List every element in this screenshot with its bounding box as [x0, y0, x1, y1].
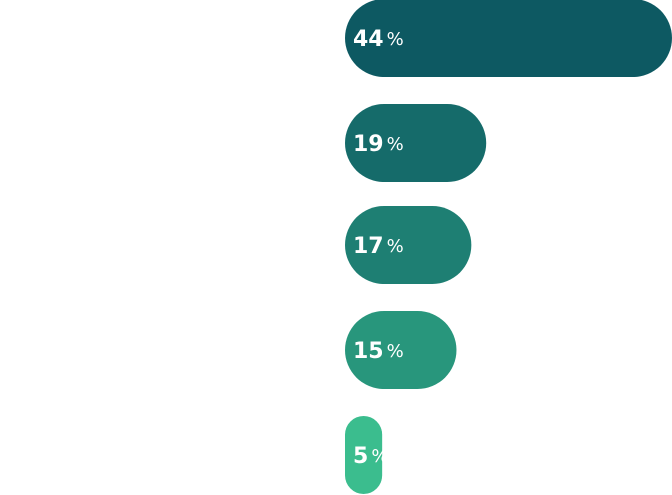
value-number: 19	[353, 132, 384, 157]
value-label: 44%	[353, 27, 404, 52]
value-unit: %	[387, 29, 404, 50]
value-number: 15	[353, 339, 384, 364]
value-label: 5%	[353, 444, 388, 469]
value-unit: %	[387, 134, 404, 155]
bar	[345, 206, 472, 284]
value-label: 17%	[353, 234, 404, 259]
value-label: 15%	[353, 339, 404, 364]
value-number: 5	[353, 444, 368, 469]
value-unit: %	[387, 341, 404, 362]
value-number: 44	[353, 27, 384, 52]
value-number: 17	[353, 234, 384, 259]
value-unit: %	[387, 236, 404, 257]
bar	[345, 416, 383, 494]
bar	[345, 104, 487, 182]
value-unit: %	[371, 446, 388, 467]
value-label: 19%	[353, 132, 404, 157]
bar	[345, 311, 457, 389]
bar	[345, 0, 672, 77]
